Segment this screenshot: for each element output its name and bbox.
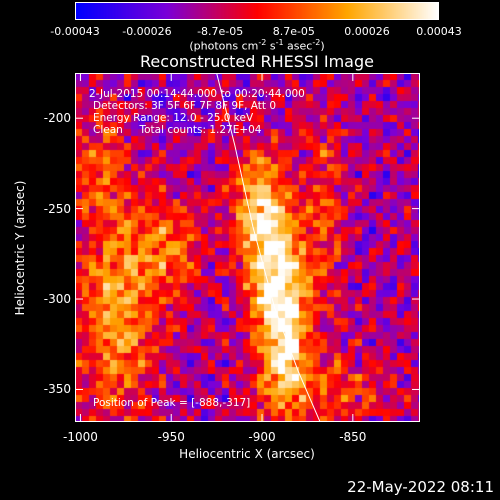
plot-overlay (75, 73, 420, 422)
colorbar-tick-label: 0.00043 (416, 25, 462, 38)
annotation-energy-range: Energy Range: 12.0 - 25.0 keV (93, 112, 254, 124)
colorbar-tick-label: 8.7e-05 (272, 25, 315, 38)
y-tick-label: -200 (43, 111, 71, 126)
colorbar-tick-label: 0.00026 (344, 25, 390, 38)
annotation-peak-position: Position of Peak = [-888,-317] (93, 397, 251, 409)
y-axis-label: Heliocentric Y (arcsec) (13, 180, 27, 316)
y-tick-label: -350 (43, 382, 71, 397)
x-axis-label: Heliocentric X (arcsec) (179, 447, 315, 461)
image-plot-area: 2-Jul-2015 00:14:44.000 to 00:20:44.000 … (75, 73, 420, 422)
colorbar-tick-label: -0.00043 (50, 25, 100, 38)
annotation-time-range: 2-Jul-2015 00:14:44.000 to 00:20:44.000 (89, 88, 305, 100)
colorbar (75, 2, 439, 20)
y-tick-label: -250 (43, 201, 71, 216)
annotation-clean-counts: Clean Total counts: 1.27E+04 (93, 124, 262, 136)
x-tick-label: -950 (157, 430, 185, 444)
axis-tick-marks (75, 73, 420, 422)
colorbar-unit-label: (photons cm-2 s-1 asec-2) (189, 38, 325, 53)
x-tick-label: -1000 (63, 430, 98, 444)
solar-limb-line (216, 73, 321, 422)
plot-frame (75, 73, 420, 422)
chart-title: Reconstructed RHESSI Image (140, 52, 374, 71)
footer-timestamp: 22-May-2022 08:11 (347, 478, 494, 496)
annotation-detectors: Detectors: 3F 5F 6F 7F 8F 9F, Att 0 (93, 100, 277, 112)
heatmap-image (75, 73, 420, 422)
x-tick-label: -850 (339, 430, 367, 444)
y-tick-label: -300 (43, 292, 71, 307)
colorbar-tick-label: -8.7e-05 (197, 25, 244, 38)
x-tick-label: -900 (248, 430, 276, 444)
colorbar-tick-label: -0.00026 (122, 25, 172, 38)
